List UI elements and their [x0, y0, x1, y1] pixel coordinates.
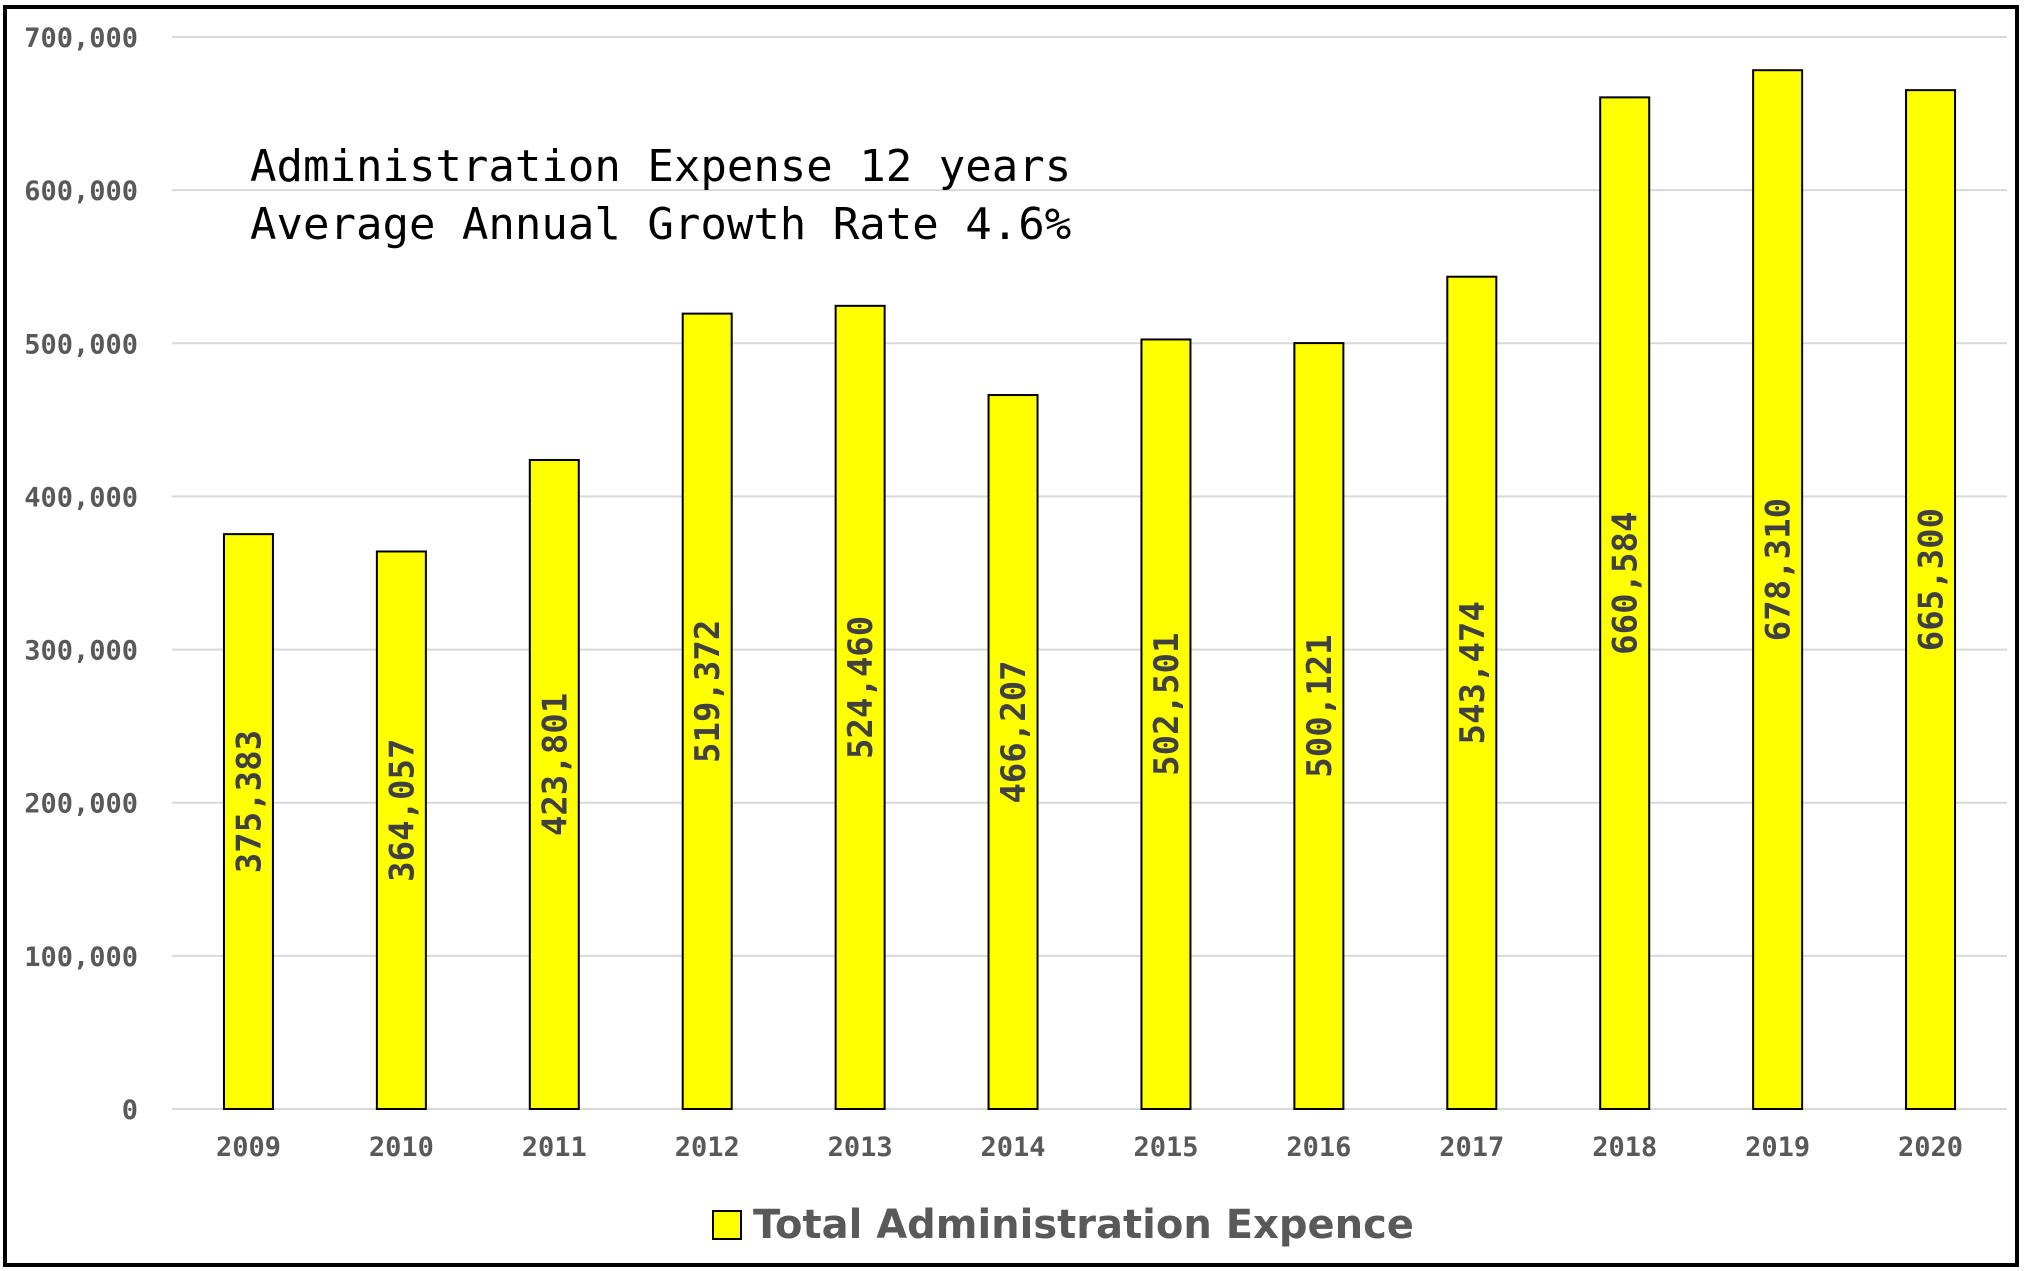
x-tick-label-2012: 2012 — [675, 1132, 740, 1163]
bar-2017 — [1446, 275, 1498, 1110]
data-label-2016: 500,121 — [1300, 634, 1340, 777]
data-label-2019: 678,310 — [1759, 498, 1799, 641]
data-label-2014: 466,207 — [994, 660, 1034, 803]
y-tick-label: 400,000 — [24, 482, 138, 513]
x-tick-label-2015: 2015 — [1133, 1132, 1198, 1163]
data-label-2017: 543,474 — [1453, 601, 1493, 744]
y-tick-label: 500,000 — [24, 329, 138, 360]
bar-2018 — [1599, 96, 1651, 1110]
bar-2014 — [987, 394, 1039, 1110]
x-tick-label-2019: 2019 — [1745, 1132, 1810, 1163]
data-label-2009: 375,383 — [229, 730, 269, 873]
x-tick-label-2009: 2009 — [216, 1132, 281, 1163]
x-tick-label-2013: 2013 — [828, 1132, 893, 1163]
x-tick-label-2018: 2018 — [1592, 1132, 1657, 1163]
bar-2019 — [1752, 69, 1804, 1111]
legend-label: Total Administration Expence — [753, 1202, 1414, 1248]
data-label-2015: 502,501 — [1147, 633, 1187, 776]
chart-frame: 0 100,000 200,000 300,000 400,000 500,000 600,… — [3, 5, 2019, 1267]
bar-chart: 0 100,000 200,000 300,000 400,000 500,000 600,… — [24, 23, 2007, 1248]
y-tick-label: 700,000 — [24, 23, 138, 54]
y-tick-label: 200,000 — [24, 789, 138, 820]
bar-2011 — [528, 458, 580, 1110]
data-label-2010: 364,057 — [382, 739, 422, 882]
bar-2016 — [1293, 342, 1345, 1110]
annotation-line-1: Administration Expense 12 years — [250, 141, 1071, 192]
gridlines — [172, 36, 2007, 1110]
y-tick-label: 600,000 — [24, 176, 138, 207]
x-axis-ticks: 2009 2010 2011 2012 2013 2014 2015 2016 2017 2018… — [216, 1132, 1963, 1163]
x-tick-label-2010: 2010 — [369, 1132, 434, 1163]
data-label-2011: 423,801 — [535, 693, 575, 836]
annotation-block: Administration Expense 12 years Average … — [250, 141, 1071, 250]
bar-2020 — [1905, 89, 1957, 1111]
bar-2009 — [222, 533, 274, 1110]
data-label-2018: 660,584 — [1606, 512, 1646, 655]
y-tick-label: 0 — [122, 1095, 138, 1126]
x-tick-label-2011: 2011 — [522, 1132, 587, 1163]
data-label-2020: 665,300 — [1912, 508, 1952, 651]
y-tick-label: 300,000 — [24, 636, 138, 667]
legend: Total Administration Expence — [712, 1202, 1414, 1248]
bars: 375,383 364,057 423,801 519,372 524,460 466,2… — [222, 69, 1957, 1111]
bar-2010 — [375, 550, 427, 1110]
annotation-line-2: Average Annual Growth Rate 4.6% — [250, 199, 1071, 250]
data-label-2012: 519,372 — [688, 620, 728, 763]
x-tick-label-2014: 2014 — [981, 1132, 1046, 1163]
y-axis-ticks: 0 100,000 200,000 300,000 400,000 500,000 600,… — [24, 23, 138, 1126]
x-tick-label-2020: 2020 — [1898, 1132, 1963, 1163]
x-tick-label-2016: 2016 — [1286, 1132, 1351, 1163]
bar-2012 — [681, 312, 733, 1110]
bar-2015 — [1140, 338, 1192, 1110]
x-tick-label-2017: 2017 — [1439, 1132, 1504, 1163]
legend-swatch — [712, 1210, 742, 1240]
bar-2013 — [834, 304, 886, 1110]
data-label-2013: 524,460 — [841, 616, 881, 759]
y-tick-label: 100,000 — [24, 942, 138, 973]
